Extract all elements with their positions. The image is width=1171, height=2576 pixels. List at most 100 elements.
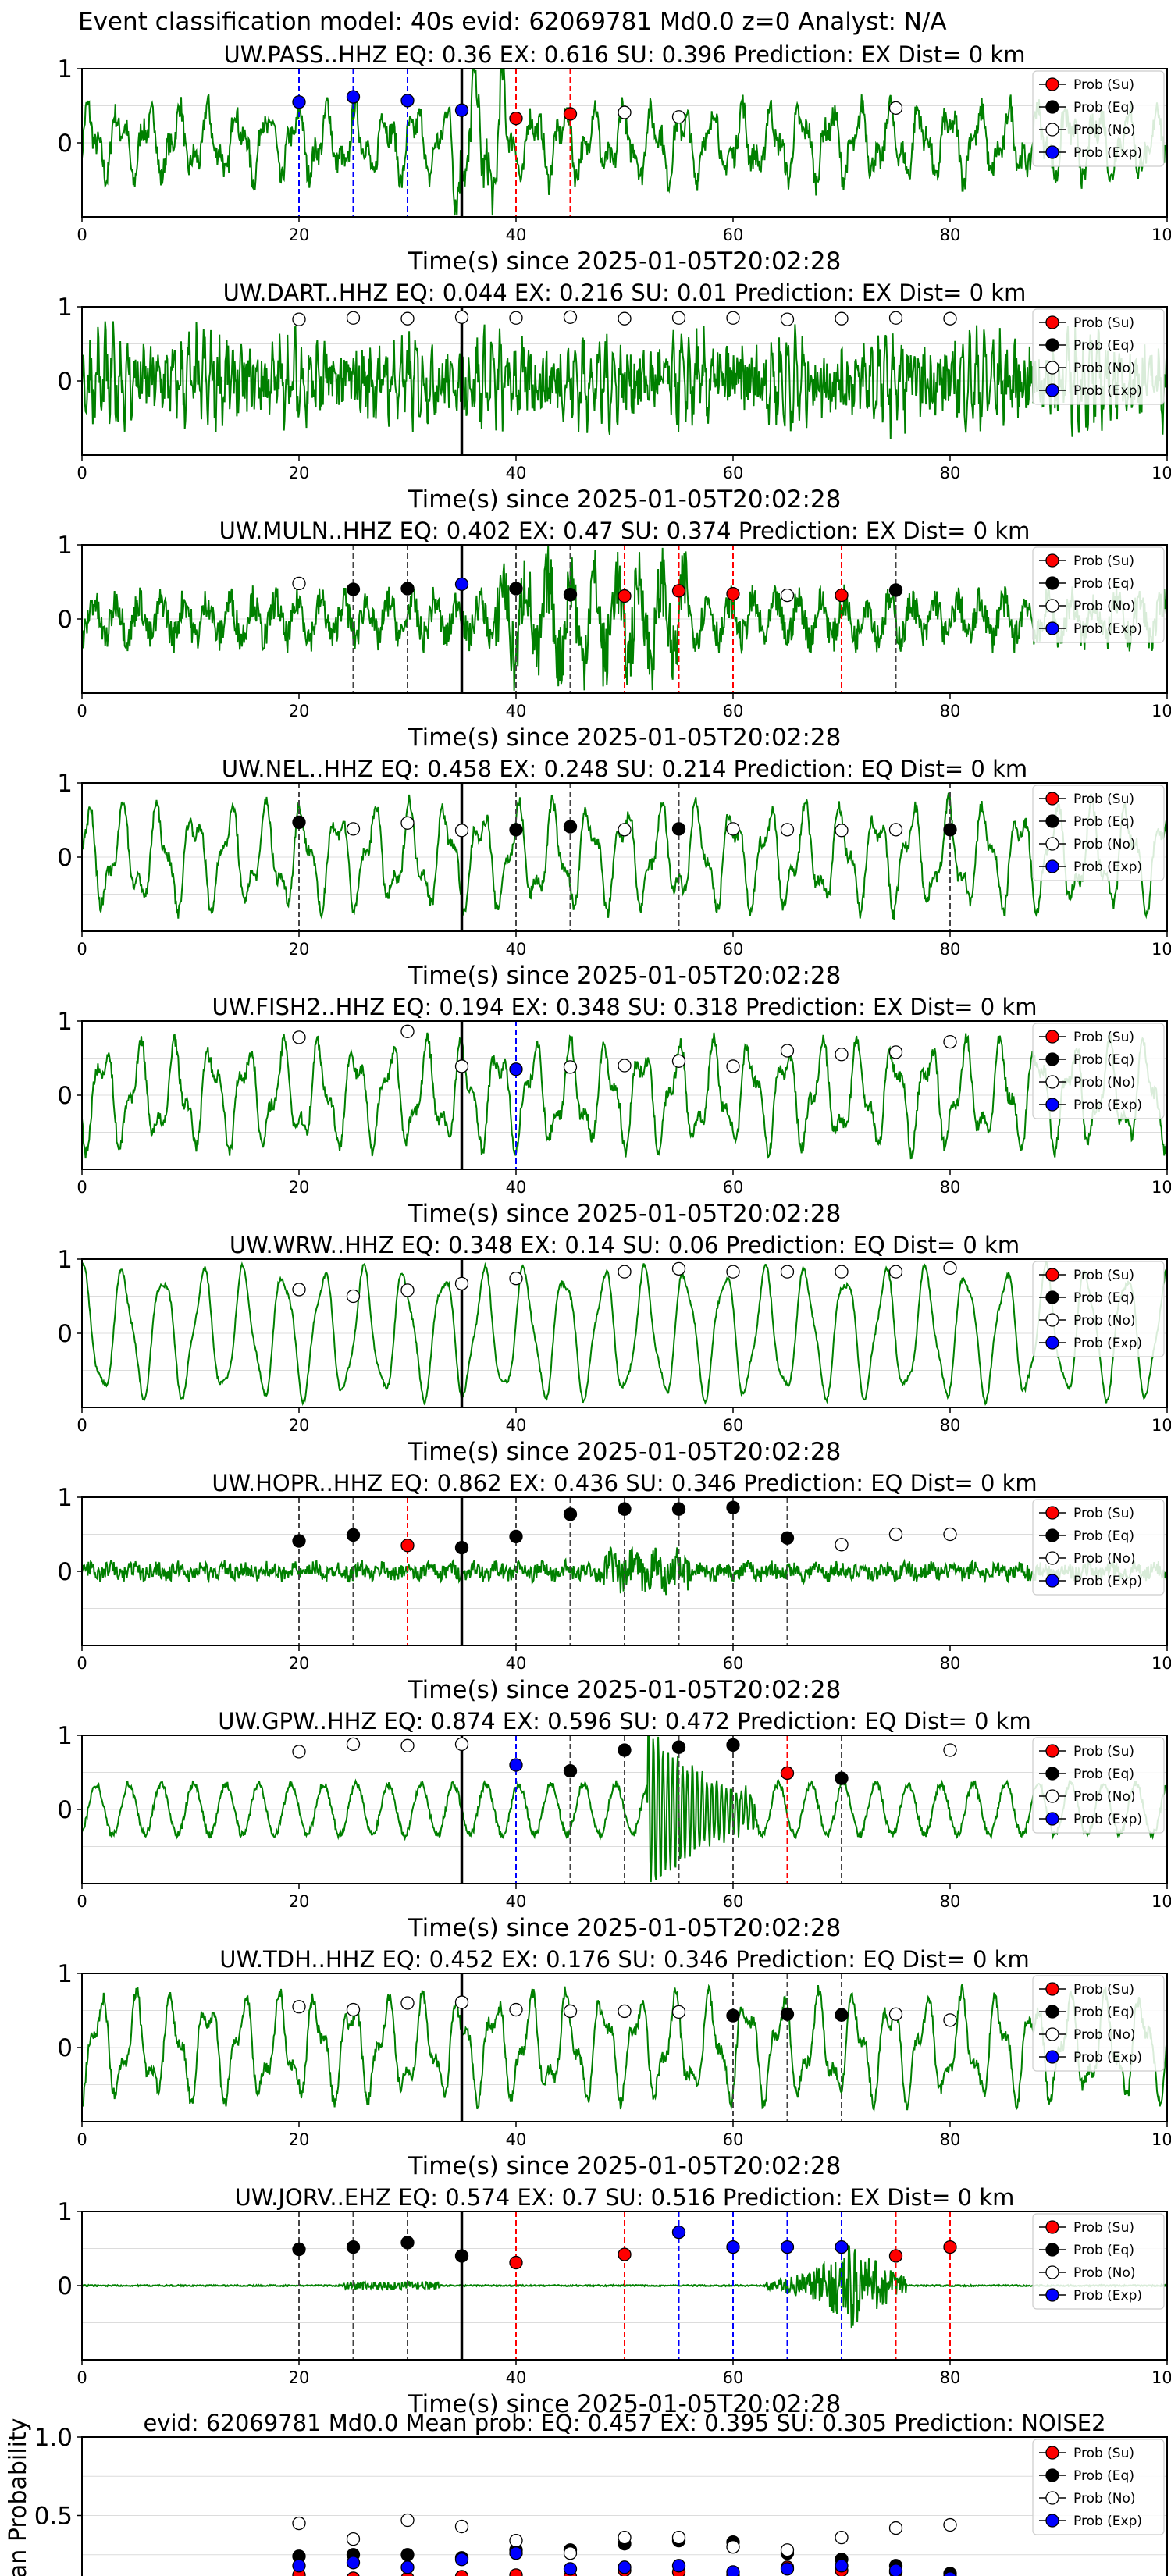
legend-label-exp: Prob (Exp) <box>1073 383 1142 399</box>
legend-label-no: Prob (No) <box>1073 599 1136 614</box>
legend: Prob (Su) Prob (Eq) Prob (No) Prob (Exp) <box>1032 2213 1165 2310</box>
mean-prob-marker-no <box>292 2516 306 2531</box>
legend-marker-exp <box>1045 2050 1059 2064</box>
prob-marker-eq <box>400 2236 415 2250</box>
prob-marker-eq <box>563 1507 578 1521</box>
legend-box <box>1032 785 1165 881</box>
legend-marker-eq <box>1045 2243 1059 2257</box>
waveform-trace <box>81 546 1168 691</box>
x-tick-label: 100 <box>1151 2368 1171 2387</box>
prob-marker-eq <box>454 1540 469 1555</box>
legend-marker-eq <box>1045 338 1059 352</box>
y-tick-label: 1 <box>57 55 73 84</box>
x-tick-label: 0 <box>77 2368 87 2387</box>
prob-marker-no <box>726 1265 740 1279</box>
x-tick-label: 20 <box>289 940 310 959</box>
legend-marker-eq <box>1045 1052 1059 1066</box>
legend-marker-eq <box>1045 576 1059 590</box>
waveform-trace <box>81 1260 1168 1407</box>
prob-marker-no <box>835 1048 849 1062</box>
legend-marker-eq <box>1045 1528 1059 1542</box>
legend: Prob (Su) Prob (Eq) Prob (No) Prob (Exp) <box>1032 1023 1165 1119</box>
legend-box <box>1032 1023 1165 1119</box>
legend-label-exp: Prob (Exp) <box>1073 1336 1142 1351</box>
legend-marker-su <box>1045 1982 1059 1996</box>
prob-marker-no <box>400 1738 415 1752</box>
prob-marker-no <box>292 576 306 591</box>
x-tick-label: 80 <box>940 702 961 720</box>
mean-prob-marker-exp <box>943 2571 957 2576</box>
prob-marker-no <box>563 2004 578 2019</box>
legend: Prob (Su) Prob (Eq) Prob (No) Prob (Exp) <box>1032 70 1165 167</box>
y-tick-label: 0 <box>57 606 73 634</box>
prob-marker-no <box>563 310 578 324</box>
prob-marker-no <box>292 1283 306 1297</box>
x-tick-label: 40 <box>506 702 527 720</box>
legend-label-exp: Prob (Exp) <box>1073 145 1142 161</box>
legend-marker-exp <box>1045 1336 1059 1350</box>
prob-marker-su <box>671 584 686 598</box>
waveform-trace <box>82 2245 1168 2329</box>
prob-marker-exp <box>726 2240 740 2254</box>
panel-2: UW.MULN..HHZ EQ: 0.402 EX: 0.47 SU: 0.37… <box>57 518 1171 752</box>
prob-marker-no <box>618 105 632 119</box>
prob-marker-no <box>671 110 686 124</box>
legend-label-eq: Prob (Eq) <box>1073 100 1134 116</box>
x-tick-label: 60 <box>723 2130 744 2149</box>
y-axis-label: Mean Probability <box>5 2418 32 2576</box>
prob-marker-su <box>835 588 849 603</box>
prob-marker-eq <box>780 1531 795 1545</box>
prob-marker-eq <box>671 822 686 836</box>
x-axis-label: Time(s) since 2025-01-05T20:02:28 <box>408 247 842 276</box>
prob-marker-no <box>509 1272 523 1286</box>
prob-marker-exp <box>780 2240 795 2254</box>
prob-marker-su <box>509 111 523 126</box>
legend-marker-exp <box>1045 2288 1059 2302</box>
legend-box <box>1032 70 1165 167</box>
legend-marker-exp <box>1045 2514 1059 2528</box>
legend-marker-no <box>1045 1789 1059 1803</box>
y-tick-label: 0 <box>57 2272 73 2300</box>
prob-marker-eq <box>292 1534 306 1548</box>
x-axis-label: Time(s) since 2025-01-05T20:02:28 <box>408 1914 842 1942</box>
legend-marker-no <box>1045 837 1059 851</box>
prob-marker-eq <box>618 1502 632 1516</box>
legend-label-no: Prob (No) <box>1073 2265 1136 2281</box>
prob-marker-no <box>454 1059 469 1073</box>
legend-label-no: Prob (No) <box>1073 1551 1136 1567</box>
panel-title: UW.GPW..HHZ EQ: 0.874 EX: 0.596 SU: 0.47… <box>218 1708 1030 1735</box>
mean-prob-marker-exp <box>780 2562 795 2576</box>
legend-label-su: Prob (Su) <box>1073 1744 1134 1759</box>
x-tick-label: 80 <box>940 1654 961 1673</box>
y-tick-label: 0 <box>57 130 73 158</box>
legend-label-su: Prob (Su) <box>1073 1268 1134 1283</box>
x-axis-label: Time(s) since 2025-01-05T20:02:28 <box>408 2390 842 2418</box>
panel-8: UW.TDH..HHZ EQ: 0.452 EX: 0.176 SU: 0.34… <box>57 1946 1171 2180</box>
legend-label-su: Prob (Su) <box>1073 1982 1134 1998</box>
x-tick-label: 40 <box>506 1178 527 1197</box>
legend-marker-no <box>1045 2265 1059 2279</box>
legend: Prob (Su) Prob (Eq) Prob (No) Prob (Exp) <box>1032 1975 1165 2072</box>
prob-marker-no <box>943 2013 957 2027</box>
prob-marker-no <box>671 1261 686 1276</box>
prob-marker-su <box>726 587 740 601</box>
x-tick-label: 100 <box>1151 1178 1171 1197</box>
x-tick-label: 60 <box>723 940 744 959</box>
y-tick-label: 1 <box>57 532 73 560</box>
x-tick-label: 60 <box>723 1178 744 1197</box>
waveform-trace <box>81 1984 1168 2112</box>
x-tick-label: 80 <box>940 226 961 244</box>
prob-marker-eq <box>726 1500 740 1514</box>
panel-title: UW.WRW..HHZ EQ: 0.348 EX: 0.14 SU: 0.06 … <box>230 1232 1020 1258</box>
legend-label-exp: Prob (Exp) <box>1073 2050 1142 2065</box>
prob-marker-eq <box>346 582 361 596</box>
x-tick-label: 60 <box>723 702 744 720</box>
mean-prob-marker-exp <box>563 2562 578 2576</box>
prob-marker-no <box>509 311 523 325</box>
prob-marker-no <box>292 1030 306 1044</box>
panel-3: UW.NEL..HHZ EQ: 0.458 EX: 0.248 SU: 0.21… <box>57 756 1171 990</box>
x-tick-label: 20 <box>289 1654 310 1673</box>
prob-marker-no <box>943 1527 957 1542</box>
x-tick-label: 80 <box>940 1178 961 1197</box>
x-tick-label: 100 <box>1151 464 1171 482</box>
